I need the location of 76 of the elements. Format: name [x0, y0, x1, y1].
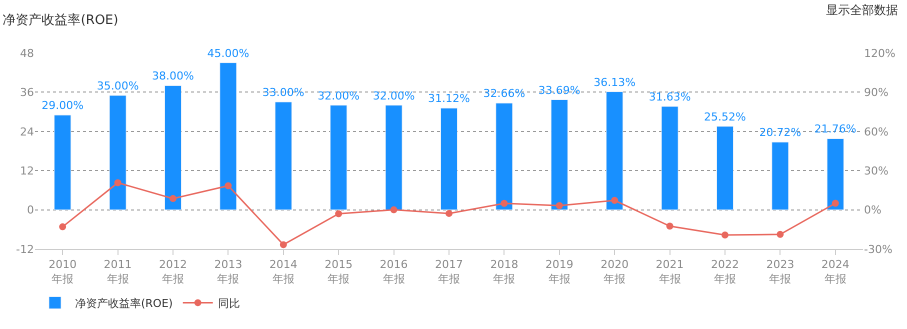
- bar: [385, 105, 402, 210]
- y2-tick-label: 120%: [864, 46, 896, 60]
- data-label: 45.00%: [207, 46, 250, 60]
- data-label: 35.00%: [96, 79, 139, 92]
- data-label: 32.00%: [372, 89, 415, 102]
- y-tick-label: 12: [20, 164, 34, 178]
- point: [500, 200, 508, 207]
- chart-title: 净资产收益率(ROE): [2, 12, 118, 28]
- data-label: 32.66%: [483, 87, 526, 100]
- y2-tick-label: 0%: [864, 204, 882, 217]
- y2-tick-label: 30%: [864, 164, 888, 178]
- y-tick-label: -12: [16, 242, 34, 256]
- x-tick-label: 2012 年报: [159, 258, 187, 286]
- bar: [220, 62, 237, 210]
- data-label: 31.12%: [428, 92, 470, 106]
- point: [832, 200, 839, 207]
- bar: [772, 142, 789, 210]
- bar: [164, 85, 182, 210]
- bar: [716, 126, 734, 210]
- bar: [606, 92, 624, 210]
- x-tick-label: 2018 年报: [490, 258, 518, 286]
- data-label: 36.13%: [594, 76, 636, 89]
- bar: [826, 138, 844, 210]
- x-tick-label: 2019 年报: [545, 258, 574, 286]
- bar: [661, 106, 678, 210]
- y-tick-label: 24: [20, 125, 34, 138]
- y2-tick-label: -30%: [864, 242, 892, 256]
- bar: [440, 108, 458, 210]
- y2-tick-label: 90%: [864, 86, 888, 100]
- x-tick-label: 2022 年报: [711, 258, 739, 286]
- x-tick-label: 2024 年报: [821, 258, 850, 286]
- data-label: 33.69%: [538, 84, 580, 97]
- data-label: 31.63%: [648, 90, 691, 104]
- x-tick-label: 2017 年报: [435, 258, 463, 286]
- legend-label: 净资产收益率(ROE): [75, 296, 173, 310]
- text: 显示全部数据: [826, 3, 898, 17]
- point: [335, 210, 342, 218]
- point: [280, 241, 287, 248]
- bar: [109, 95, 126, 210]
- data-label: 38.00%: [152, 70, 194, 83]
- legend-label: 同比: [218, 296, 240, 310]
- y-tick-label: 48: [20, 46, 34, 60]
- data-label: 29.00%: [42, 99, 84, 112]
- point: [114, 179, 122, 186]
- data-label: 33.00%: [262, 86, 304, 99]
- y-tick-label: 36: [20, 86, 34, 100]
- point: [556, 202, 563, 210]
- point: [611, 196, 618, 204]
- x-tick-label: 2011 年报: [104, 258, 132, 286]
- x-tick-label: 2013 年报: [214, 258, 242, 286]
- x-tick-label: 2020 年报: [600, 258, 629, 286]
- y-tick-label: 0: [27, 204, 34, 217]
- x-tick-label: 2023 年报: [766, 258, 794, 286]
- y2-tick-label: 60%: [864, 125, 888, 138]
- point: [224, 182, 232, 190]
- bar: [54, 114, 72, 210]
- bar: [274, 102, 292, 210]
- x-tick-label: 2010 年报: [48, 258, 77, 286]
- point: [390, 206, 398, 214]
- x-tick-label: 2015 年报: [324, 258, 353, 286]
- point: [170, 195, 176, 202]
- point: [666, 222, 674, 230]
- point: [776, 230, 784, 238]
- bar: [550, 100, 568, 210]
- point: [722, 232, 728, 239]
- point: [59, 223, 66, 230]
- x-tick-label: 2016 年报: [380, 258, 408, 286]
- x-tick-label: 2014 年报: [269, 258, 298, 286]
- bar: [330, 105, 348, 210]
- bar: [496, 102, 513, 210]
- data-label: 21.76%: [814, 122, 856, 136]
- data-label: 25.52%: [704, 110, 746, 124]
- data-label: 20.72%: [759, 126, 802, 140]
- point: [446, 210, 452, 217]
- x-tick-label: 2021 年报: [656, 258, 684, 286]
- data-label: 32.00%: [318, 89, 360, 102]
